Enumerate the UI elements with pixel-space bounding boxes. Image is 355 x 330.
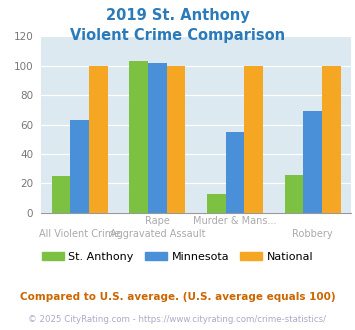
Bar (226, 132, 244, 213)
Bar (70, 120, 89, 213)
Bar (89, 66, 108, 213)
Legend: St. Anthony, Minnesota, National: St. Anthony, Minnesota, National (37, 248, 318, 267)
Bar (129, 61, 148, 213)
Bar (207, 194, 226, 213)
Text: Rape: Rape (145, 216, 170, 226)
Bar (303, 111, 322, 213)
Text: Murder & Mans...: Murder & Mans... (193, 216, 277, 226)
Bar (322, 66, 340, 213)
Text: Violent Crime Comparison: Violent Crime Comparison (70, 28, 285, 43)
Text: Robbery: Robbery (292, 229, 333, 239)
Bar (52, 176, 70, 213)
Text: All Violent Crime: All Violent Crime (39, 229, 120, 239)
Bar (285, 175, 303, 213)
Text: 2019 St. Anthony: 2019 St. Anthony (106, 8, 249, 23)
Text: © 2025 CityRating.com - https://www.cityrating.com/crime-statistics/: © 2025 CityRating.com - https://www.city… (28, 315, 327, 324)
Bar (148, 63, 166, 213)
Text: Aggravated Assault: Aggravated Assault (110, 229, 205, 239)
Bar (244, 66, 263, 213)
Text: Compared to U.S. average. (U.S. average equals 100): Compared to U.S. average. (U.S. average … (20, 292, 335, 302)
Bar (166, 66, 185, 213)
